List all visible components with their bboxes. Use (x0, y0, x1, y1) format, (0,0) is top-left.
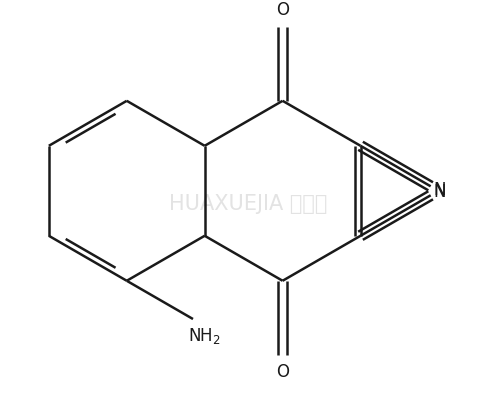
Text: O: O (276, 362, 289, 380)
Text: N: N (434, 183, 446, 201)
Text: O: O (276, 1, 289, 19)
Text: N: N (434, 181, 446, 199)
Text: NH$_2$: NH$_2$ (188, 326, 221, 346)
Text: HUAXUEJIA 化学加: HUAXUEJIA 化学加 (169, 194, 327, 214)
